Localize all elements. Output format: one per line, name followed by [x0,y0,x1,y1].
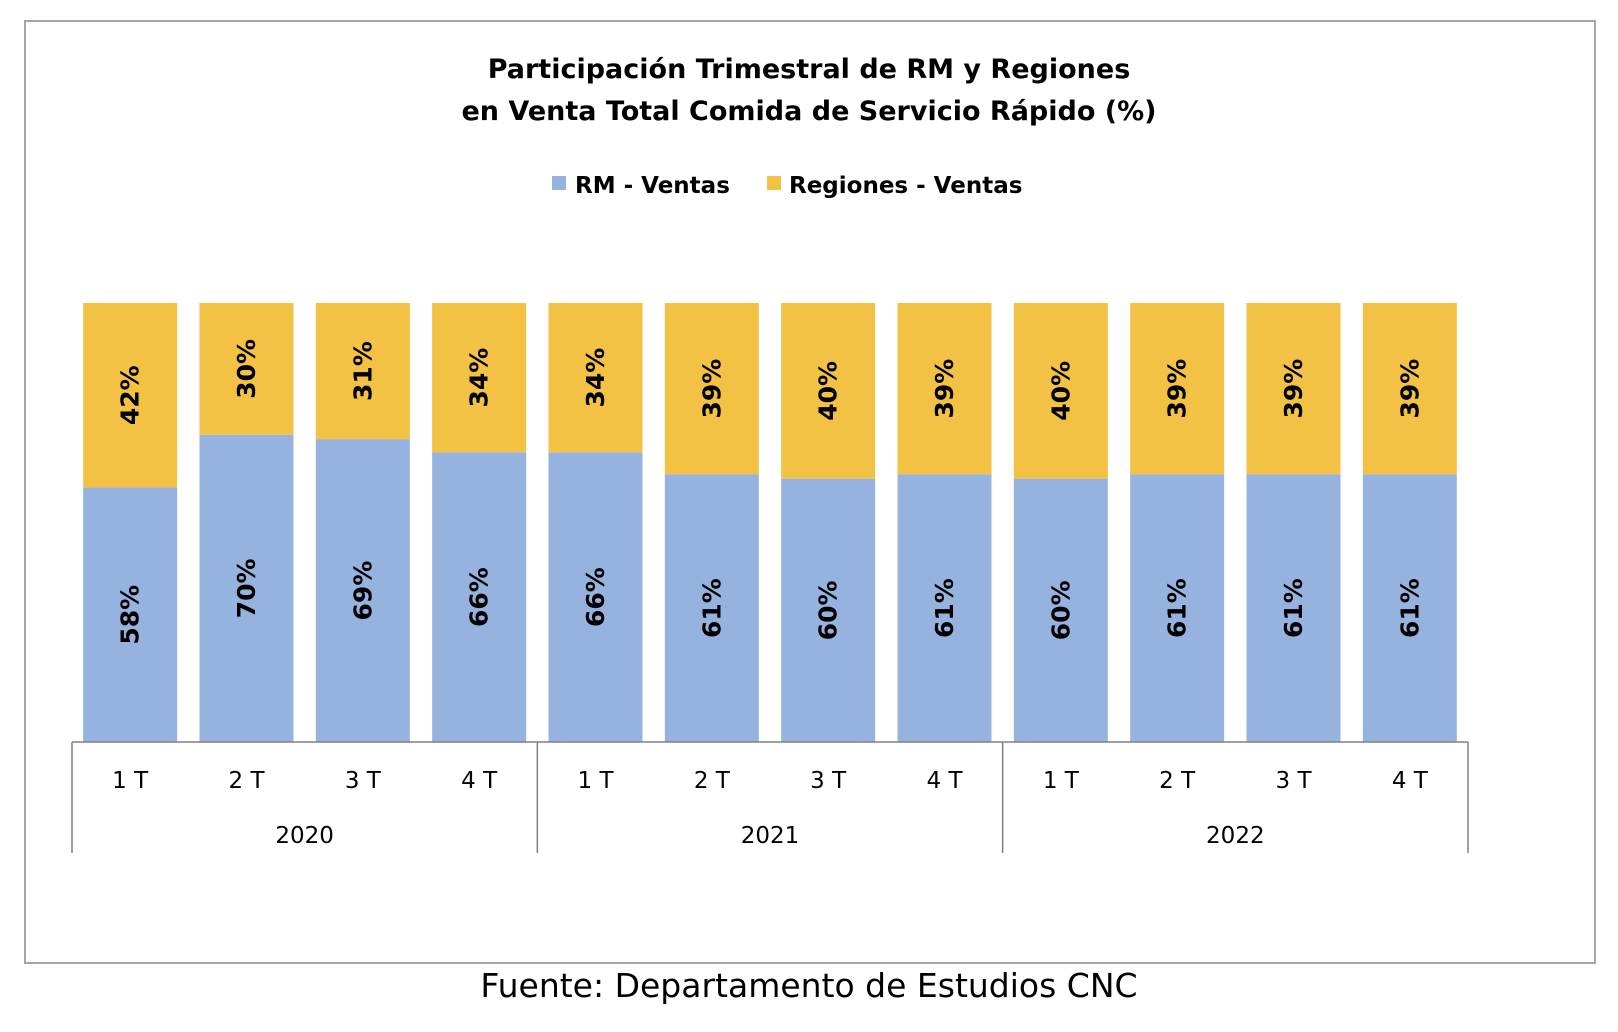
tick-label-9: 1 T [1043,768,1080,794]
tick-label-10: 2 T [1159,768,1196,794]
tick-label-11: 3 T [1276,768,1313,794]
legend-label-2: Regiones - Ventas [789,173,1022,199]
legend-label-1: RM - Ventas [575,173,730,199]
chart-title-line-1: Participación Trimestral de RM y Regione… [488,54,1131,85]
tick-label-2: 2 T [229,768,266,794]
year-label-3: 2022 [1206,823,1265,849]
data-label-s2-c9: 40% [1046,361,1075,421]
bar-segment-s2-c6 [664,303,759,475]
bar-segment-s2-c11 [1246,303,1341,475]
bar-segment-s1-c1 [83,487,178,742]
data-label-s1-c9: 60% [1046,580,1075,640]
legend-swatch-1 [552,176,566,190]
data-label-s1-c6: 61% [697,578,726,638]
tick-label-8: 4 T [927,768,964,794]
data-label-s2-c6: 39% [697,359,726,419]
bars-layer: 58% 42% 70% 30% 69% 31% 66% 34% 66% 34% 61% 39% 60% 4… [83,303,1457,742]
year-label-1: 2020 [275,823,334,849]
bar-segment-s1-c9 [1013,478,1108,742]
data-label-s1-c1: 58% [116,585,145,645]
bar-segment-s1-c7 [781,478,876,742]
bar-segment-s1-c12 [1362,474,1457,742]
data-label-s1-c11: 61% [1279,578,1308,638]
data-label-s2-c11: 39% [1279,359,1308,419]
data-label-s2-c7: 40% [814,361,843,421]
bar-segment-s1-c5 [548,452,643,742]
data-label-s1-c12: 61% [1395,578,1424,638]
chart-legend: RM - Ventas Regiones - Ventas [552,173,1022,199]
tick-label-4: 4 T [461,768,498,794]
data-label-s1-c7: 60% [814,580,843,640]
source-note: Fuente: Departamento de Estudios CNC [480,966,1138,1005]
bar-segment-s2-c8 [897,303,992,475]
bar-segment-s1-c6 [664,474,759,742]
bar-segment-s2-c9 [1013,303,1108,479]
data-label-s1-c5: 66% [581,567,610,627]
category-axis: 1 T 2 T 3 T 4 T 1 T 2 T 3 T 4 T 1 T 2 T 3 T 4 T 2020… [71,741,1469,853]
data-label-s2-c10: 39% [1163,359,1192,419]
chart-title-line-2: en Venta Total Comida de Servicio Rápido… [461,96,1156,127]
bar-segment-s2-c10 [1130,303,1225,475]
tick-label-7: 3 T [810,768,847,794]
tick-label-5: 1 T [578,768,615,794]
data-label-s1-c3: 69% [348,561,377,621]
bar-segment-s2-c1 [83,303,178,488]
data-label-s1-c10: 61% [1163,578,1192,638]
bar-segment-s2-c7 [781,303,876,479]
tick-label-6: 2 T [694,768,731,794]
data-label-s2-c1: 42% [116,365,145,425]
tick-label-1: 1 T [112,768,149,794]
data-label-s2-c5: 34% [581,348,610,408]
bar-segment-s2-c5 [548,303,643,453]
data-label-s1-c4: 66% [465,567,494,627]
bar-segment-s2-c12 [1362,303,1457,475]
data-label-s1-c8: 61% [930,578,959,638]
data-label-s2-c3: 31% [348,341,377,401]
bar-segment-s1-c4 [432,452,527,742]
tick-label-12: 4 T [1392,768,1429,794]
data-label-s2-c12: 39% [1395,359,1424,419]
data-label-s2-c8: 39% [930,359,959,419]
bar-segment-s1-c2 [199,434,294,742]
bar-segment-s1-c3 [315,439,410,742]
data-label-s1-c2: 70% [232,558,261,618]
legend-swatch-2 [767,176,781,190]
data-label-s2-c4: 34% [465,348,494,408]
bar-segment-s1-c10 [1130,474,1225,742]
tick-label-3: 3 T [345,768,382,794]
year-label-2: 2021 [741,823,800,849]
data-label-s2-c2: 30% [232,339,261,399]
bar-segment-s1-c11 [1246,474,1341,742]
bar-segment-s2-c2 [199,303,294,435]
bar-segment-s1-c8 [897,474,992,742]
bar-segment-s2-c4 [432,303,527,453]
bar-segment-s2-c3 [315,303,410,440]
